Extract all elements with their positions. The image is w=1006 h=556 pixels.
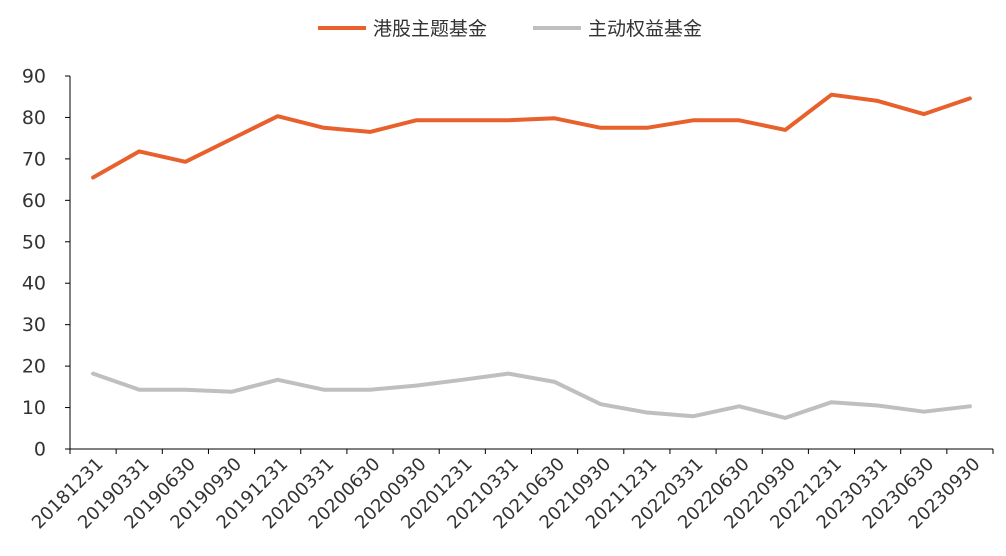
y-tick-label: 60	[22, 190, 46, 212]
legend-label-2: 主动权益基金	[588, 18, 702, 40]
series-line-2	[91, 371, 972, 420]
y-tick-label: 20	[22, 356, 46, 378]
y-tick-label: 10	[22, 397, 46, 419]
y-tick-label: 90	[22, 66, 46, 88]
legend: 港股主题基金 主动权益基金	[318, 18, 702, 40]
y-axis: 0 10 20 30 40 50 60 70 80 90	[22, 66, 71, 461]
y-tick-label: 70	[22, 148, 46, 170]
y-tick-label: 50	[22, 231, 46, 253]
y-tick-label: 80	[22, 107, 46, 129]
y-tick-label: 0	[34, 439, 46, 461]
y-tick-label: 30	[22, 314, 46, 336]
y-tick-label: 40	[22, 273, 46, 295]
legend-label-1: 港股主题基金	[373, 18, 487, 40]
plot-area	[91, 92, 972, 420]
x-axis: 2018123120190331201906302019093020191231…	[28, 448, 994, 533]
series-line-1	[91, 92, 972, 180]
